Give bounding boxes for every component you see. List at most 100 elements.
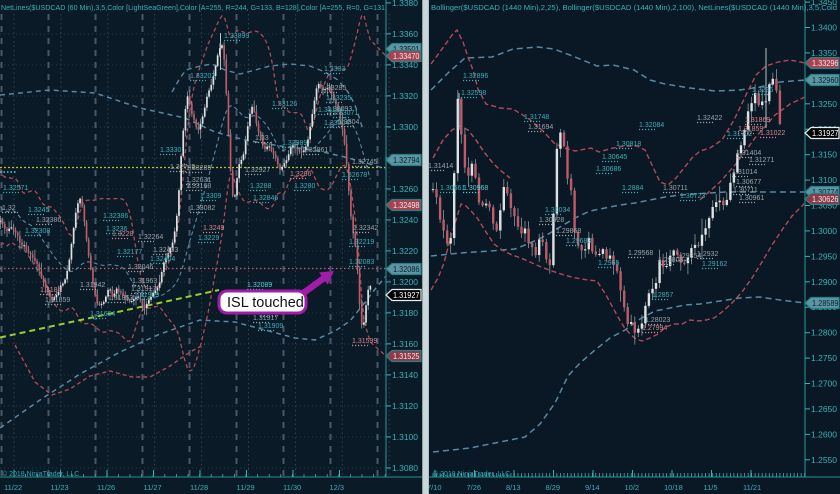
svg-text:1.3140: 1.3140: [392, 370, 418, 380]
svg-text:1.33296: 1.33296: [812, 58, 839, 68]
svg-text:1.3450: 1.3450: [811, 0, 837, 7]
svg-text:1.31927: 1.31927: [812, 128, 839, 138]
svg-text:1.32089: 1.32089: [247, 282, 272, 289]
svg-text:1.30686: 1.30686: [596, 166, 621, 173]
svg-text:1.32404: 1.32404: [150, 256, 175, 263]
svg-text:1.32794: 1.32794: [393, 155, 420, 165]
svg-text:1.3309: 1.3309: [200, 193, 222, 200]
svg-text:1.3184: 1.3184: [40, 287, 62, 294]
svg-text:1.32961: 1.32961: [303, 147, 328, 154]
svg-text:1.3350: 1.3350: [811, 48, 837, 58]
svg-text:11/29: 11/29: [237, 483, 255, 492]
svg-text:1.31942: 1.31942: [80, 282, 105, 289]
svg-text:1.29683: 1.29683: [566, 238, 591, 245]
svg-text:11/22: 11/22: [4, 483, 22, 492]
svg-text:1.31034: 1.31034: [545, 207, 570, 214]
svg-text:10/2: 10/2: [625, 483, 640, 492]
svg-text:1.29354: 1.29354: [676, 253, 701, 260]
svg-text:1.3304: 1.3304: [338, 119, 360, 126]
svg-text:1.3360: 1.3360: [392, 29, 418, 39]
svg-text:1.3160: 1.3160: [392, 339, 418, 349]
svg-text:1.3120: 1.3120: [392, 401, 418, 411]
svg-text:1.31859: 1.31859: [45, 297, 70, 304]
svg-text:1.32846: 1.32846: [253, 195, 278, 202]
svg-text:1.32433: 1.32433: [153, 247, 178, 254]
svg-text:1.2550: 1.2550: [811, 455, 837, 465]
svg-text:7/26: 7/26: [467, 483, 482, 492]
svg-text:1.32086: 1.32086: [393, 264, 420, 274]
svg-text:1.2900: 1.2900: [811, 277, 837, 287]
svg-text:1.32631: 1.32631: [186, 177, 211, 184]
svg-text:1.32308: 1.32308: [25, 228, 50, 235]
svg-text:1.32989: 1.32989: [282, 140, 307, 147]
svg-text:1.31909: 1.31909: [134, 292, 159, 299]
svg-text:1.31927: 1.31927: [393, 290, 420, 300]
svg-text:1.31702: 1.31702: [727, 131, 752, 138]
svg-text:1.33168: 1.33168: [186, 183, 211, 190]
svg-text:8/13: 8/13: [506, 483, 521, 492]
svg-text:1.33093: 1.33093: [327, 106, 352, 113]
svg-text:11/5: 11/5: [704, 483, 718, 492]
svg-text:1.33071: 1.33071: [333, 110, 358, 117]
svg-text:1.32745: 1.32745: [170, 164, 195, 171]
svg-text:1.30968: 1.30968: [463, 185, 488, 192]
svg-text:1.3100: 1.3100: [811, 175, 837, 185]
svg-text:1.31525: 1.31525: [393, 351, 420, 361]
svg-text:1.31869: 1.31869: [745, 117, 770, 124]
svg-text:1.3229: 1.3229: [198, 235, 220, 242]
svg-text:1.3249: 1.3249: [203, 225, 225, 232]
svg-text:1.3100: 1.3100: [392, 432, 418, 442]
svg-text:1.2650: 1.2650: [811, 404, 837, 414]
svg-text:1.33: 1.33: [255, 135, 269, 142]
svg-text:1.28023: 1.28023: [645, 317, 670, 324]
svg-text:1.29568: 1.29568: [628, 250, 653, 257]
svg-text:1.2600: 1.2600: [811, 429, 837, 439]
svg-text:1.31853: 1.31853: [108, 295, 133, 302]
svg-text:7/10: 7/10: [427, 483, 442, 492]
svg-text:1.33184: 1.33184: [318, 107, 343, 114]
svg-text:1.32386: 1.32386: [103, 213, 128, 220]
svg-text:1.32598: 1.32598: [461, 90, 486, 97]
svg-text:1.2750: 1.2750: [811, 353, 837, 363]
svg-text:1.32386: 1.32386: [36, 217, 61, 224]
svg-text:1.31963: 1.31963: [132, 278, 157, 285]
svg-text:1.3080: 1.3080: [392, 463, 418, 473]
svg-text:1.3333: 1.3333: [324, 66, 346, 73]
svg-text:1.3330: 1.3330: [160, 147, 182, 154]
svg-text:1.31022: 1.31022: [760, 130, 785, 137]
svg-text:1.3245: 1.3245: [28, 207, 50, 214]
svg-text:1.33470: 1.33470: [393, 51, 420, 61]
svg-text:1.31909: 1.31909: [258, 323, 283, 330]
svg-text:1.29808: 1.29808: [658, 257, 683, 264]
svg-text:1.32571: 1.32571: [3, 185, 28, 192]
svg-text:1.30711: 1.30711: [733, 187, 758, 194]
svg-text:1.3240: 1.3240: [392, 215, 418, 225]
svg-text:1.3050: 1.3050: [811, 201, 837, 211]
svg-text:1.33899: 1.33899: [224, 33, 249, 40]
svg-text:1.27994: 1.27994: [642, 325, 667, 332]
svg-text:1.33004: 1.33004: [324, 120, 349, 127]
svg-text:1.32046: 1.32046: [128, 264, 153, 271]
svg-text:1.32745: 1.32745: [352, 159, 377, 166]
svg-text:1.32264: 1.32264: [138, 234, 163, 241]
svg-text:1.31859: 1.31859: [738, 126, 763, 133]
svg-text:1.2932: 1.2932: [697, 251, 719, 258]
svg-text:1.30818: 1.30818: [616, 141, 641, 148]
svg-text:8/29: 8/29: [546, 483, 561, 492]
svg-text:1.31414: 1.31414: [428, 163, 453, 170]
svg-text:11/21: 11/21: [743, 483, 761, 492]
svg-text:1.33235: 1.33235: [326, 95, 351, 102]
svg-text:1.31664: 1.31664: [90, 311, 115, 318]
svg-text:1.32084: 1.32084: [639, 122, 664, 129]
svg-text:© 2018 NinjaTrader, LLC: © 2018 NinjaTrader, LLC: [433, 470, 510, 478]
svg-text:1.2857: 1.2857: [652, 292, 674, 299]
svg-text:1.2800: 1.2800: [811, 328, 837, 338]
svg-text:1.30677: 1.30677: [736, 179, 761, 186]
svg-text:10/18: 10/18: [664, 483, 683, 492]
svg-text:11/27: 11/27: [144, 483, 162, 492]
svg-text:1.32896: 1.32896: [463, 73, 488, 80]
svg-text:1.2700: 1.2700: [811, 379, 837, 389]
svg-text:1.32: 1.32: [2, 205, 16, 212]
svg-text:9/14: 9/14: [585, 483, 600, 492]
svg-text:1.32422: 1.32422: [697, 115, 722, 122]
